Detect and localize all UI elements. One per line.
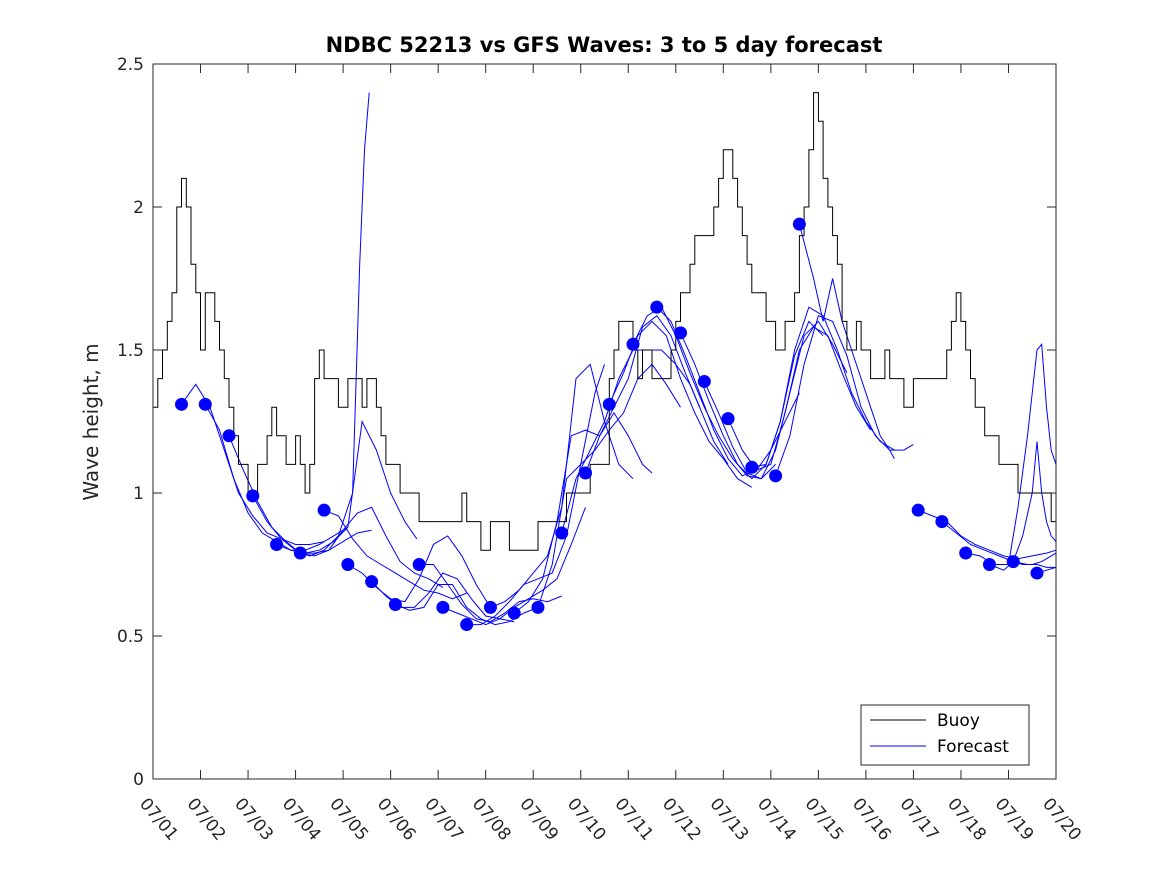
forecast-marker bbox=[341, 558, 355, 571]
forecast-line bbox=[703, 320, 848, 480]
x-tick-label: 07/15 bbox=[801, 794, 848, 844]
x-tick-label: 07/02 bbox=[183, 794, 230, 844]
forecast-marker bbox=[911, 503, 925, 517]
forecast-marker bbox=[982, 558, 996, 571]
forecast-line bbox=[680, 320, 824, 480]
y-tick-label: 0.5 bbox=[117, 627, 144, 647]
x-tick-label: 07/05 bbox=[325, 794, 372, 844]
x-tick-label: 07/07 bbox=[420, 794, 467, 844]
forecast-marker bbox=[222, 429, 236, 443]
x-tick-label: 07/10 bbox=[563, 794, 610, 844]
forecast-line bbox=[1013, 552, 1057, 565]
legend-box bbox=[860, 704, 1030, 766]
chart-title: NDBC 52213 vs GFS Waves: 3 to 5 day fore… bbox=[326, 33, 883, 57]
legend-label-forecast: Forecast bbox=[937, 737, 1009, 757]
forecast-marker bbox=[531, 600, 545, 614]
y-tick-label: 1 bbox=[133, 484, 144, 504]
x-tick-label: 07/09 bbox=[515, 794, 562, 844]
legend-label-buoy: Buoy bbox=[937, 711, 980, 731]
forecast-marker bbox=[745, 460, 759, 474]
x-tick-label: 07/03 bbox=[230, 794, 277, 844]
x-tick-label: 07/13 bbox=[705, 794, 752, 844]
forecast-marker bbox=[246, 489, 260, 503]
plot-frame bbox=[152, 63, 1057, 780]
forecast-marker bbox=[365, 575, 379, 589]
forecast-line bbox=[775, 315, 914, 476]
forecast-line bbox=[656, 306, 800, 477]
y-axis-ticks: 0 0.5 1 1.5 2 2.5 bbox=[117, 55, 1056, 790]
forecast-marker bbox=[412, 558, 426, 571]
forecast-marker bbox=[1006, 555, 1020, 569]
forecast-marker bbox=[198, 397, 212, 411]
forecast-marker bbox=[507, 606, 521, 620]
x-tick-label: 07/19 bbox=[991, 794, 1038, 844]
forecast-line bbox=[300, 506, 444, 588]
forecast-line bbox=[419, 564, 562, 623]
legend: Buoy Forecast bbox=[860, 704, 1030, 766]
x-tick-label: 07/14 bbox=[753, 794, 800, 844]
x-tick-label: 07/17 bbox=[896, 794, 943, 844]
x-tick-label: 07/01 bbox=[135, 794, 182, 844]
forecast-marker bbox=[293, 546, 307, 560]
y-tick-label: 2.5 bbox=[117, 55, 144, 75]
forecast-marker bbox=[388, 598, 402, 612]
forecast-marker bbox=[721, 412, 735, 426]
x-tick-label: 07/20 bbox=[1038, 794, 1085, 844]
y-tick-label: 2 bbox=[133, 198, 144, 218]
forecast-marker bbox=[175, 397, 189, 411]
forecast-line bbox=[513, 411, 653, 614]
forecast-marker bbox=[626, 337, 640, 351]
forecast-line bbox=[252, 92, 370, 557]
forecast-marker bbox=[555, 526, 569, 540]
forecast-marker bbox=[602, 397, 616, 411]
y-tick-label: 0 bbox=[133, 770, 144, 790]
forecast-marker bbox=[483, 600, 497, 614]
forecast-marker bbox=[1030, 566, 1044, 580]
forecast-marker bbox=[578, 466, 592, 480]
forecast-marker bbox=[959, 546, 973, 560]
y-axis-label: Wave height, m bbox=[79, 343, 103, 500]
buoy-line bbox=[153, 92, 1057, 551]
forecast-marker bbox=[674, 326, 688, 340]
x-tick-label: 07/11 bbox=[610, 794, 657, 844]
forecast-marker bbox=[650, 300, 664, 314]
buoy-series bbox=[153, 92, 1057, 551]
forecast-line bbox=[323, 509, 467, 600]
x-tick-label: 07/06 bbox=[373, 794, 420, 844]
x-tick-label: 07/12 bbox=[658, 794, 705, 844]
forecast-marker bbox=[270, 537, 284, 551]
x-tick-label: 07/18 bbox=[943, 794, 990, 844]
forecast-marker bbox=[792, 217, 806, 231]
x-tick-label: 07/08 bbox=[468, 794, 515, 844]
forecast-marker bbox=[460, 618, 474, 632]
forecast-marker bbox=[769, 469, 783, 483]
forecast-marker bbox=[317, 503, 331, 517]
x-tick-label: 07/04 bbox=[278, 794, 325, 844]
forecast-marker bbox=[436, 600, 450, 614]
forecast-line bbox=[751, 306, 895, 468]
y-tick-label: 1.5 bbox=[117, 341, 144, 361]
forecast-marker bbox=[697, 374, 711, 388]
forecast-start-markers bbox=[175, 217, 1044, 632]
forecast-line bbox=[466, 364, 605, 626]
x-tick-label: 07/16 bbox=[848, 794, 895, 844]
forecast-marker bbox=[935, 515, 949, 529]
